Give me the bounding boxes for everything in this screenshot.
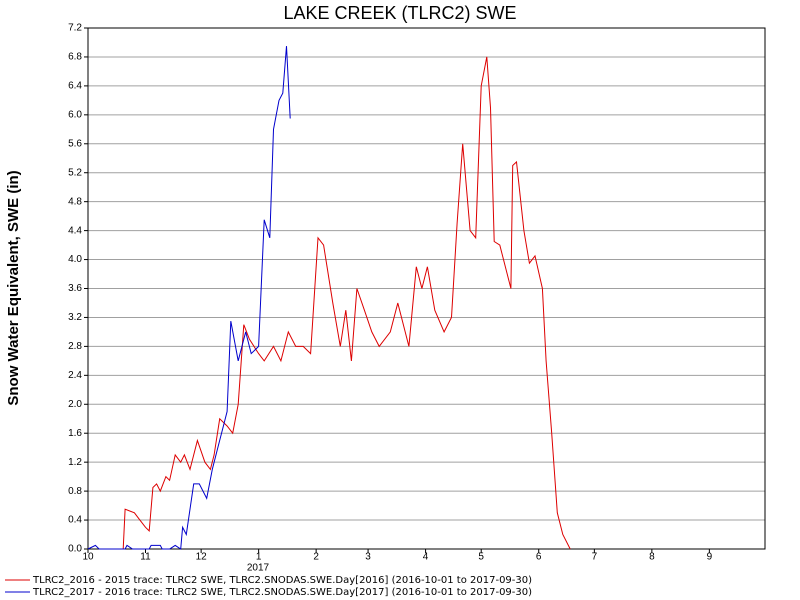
y-tick-label: 0.0 — [68, 544, 82, 555]
x-tick-label: 11 — [140, 552, 151, 563]
y-tick-label: 6.8 — [68, 52, 82, 63]
series-line — [122, 56, 571, 550]
x-tick-label: 7 — [592, 552, 598, 563]
y-tick-label: 3.2 — [68, 312, 82, 323]
y-tick-label: 6.0 — [68, 109, 82, 120]
x-tick-label: 2 — [313, 552, 319, 563]
y-axis-label: Snow Water Equivalent, SWE (in) — [5, 170, 22, 405]
x-tick-label: 10 — [82, 552, 94, 563]
y-tick-label: 5.2 — [68, 167, 82, 178]
year-annotation: 2017 — [247, 563, 270, 574]
y-tick-label: 2.8 — [68, 341, 82, 352]
x-tick-label: 5 — [478, 552, 484, 563]
y-tick-label: 2.4 — [68, 370, 82, 381]
y-tick-label: 0.8 — [68, 486, 82, 497]
y-tick-label: 6.4 — [68, 81, 82, 92]
x-tick-label: 12 — [196, 552, 208, 563]
y-tick-label: 7.2 — [68, 23, 82, 34]
x-tick-label: 8 — [649, 552, 655, 563]
x-tick-label: 9 — [707, 552, 713, 563]
x-tick-label: 1 — [256, 552, 262, 563]
x-tick-label: 4 — [423, 552, 429, 563]
chart-title: LAKE CREEK (TLRC2) SWE — [283, 3, 516, 23]
y-tick-label: 4.8 — [68, 196, 82, 207]
y-tick-label: 2.0 — [68, 399, 82, 410]
y-tick-label: 1.2 — [68, 457, 82, 468]
y-tick-label: 3.6 — [68, 283, 82, 294]
y-tick-label: 0.4 — [68, 515, 82, 526]
x-tick-label: 6 — [536, 552, 542, 563]
legend-label: TLRC2_2016 - 2015 trace: TLRC2 SWE, TLRC… — [32, 575, 532, 586]
y-tick-label: 4.0 — [68, 254, 82, 265]
legend-label: TLRC2_2017 - 2016 trace: TLRC2 SWE, TLRC… — [32, 587, 532, 598]
y-tick-label: 4.4 — [68, 225, 82, 236]
x-tick-label: 3 — [365, 552, 371, 563]
series-line — [87, 46, 291, 550]
plot-frame — [87, 27, 766, 550]
y-tick-label: 5.6 — [68, 138, 82, 149]
y-tick-label: 1.6 — [68, 428, 82, 439]
